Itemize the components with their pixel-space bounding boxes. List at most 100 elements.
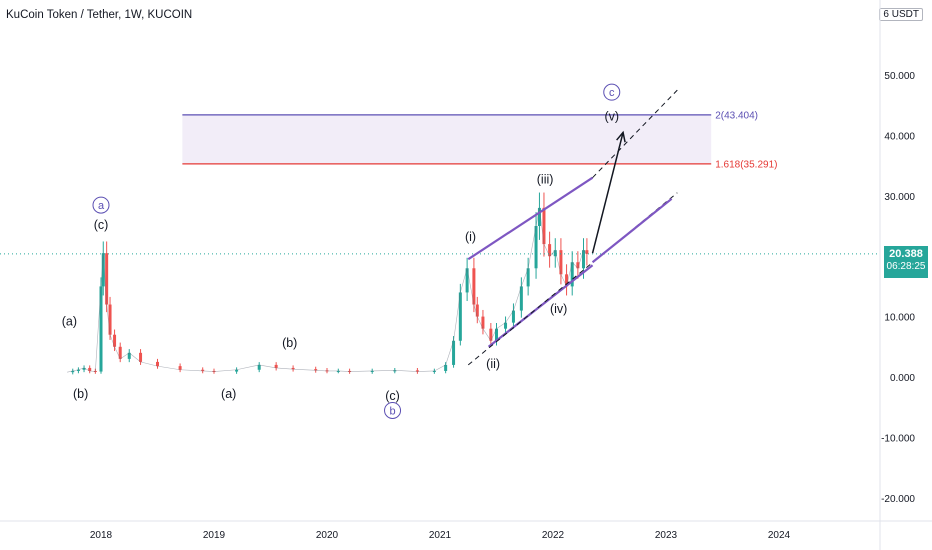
wave-label: (c) (94, 218, 109, 232)
time-tick-label: 2022 (542, 530, 565, 541)
time-axis[interactable]: 2018 2019 2020 2021 2022 2023 2024 (90, 530, 791, 541)
time-tick-label: 2020 (316, 530, 339, 541)
wave-label: (c) (385, 389, 400, 403)
candle-body (201, 369, 205, 371)
candle-body (548, 244, 552, 257)
candle-body (101, 253, 105, 287)
candle-body (291, 367, 295, 370)
unit-label: USDT (891, 9, 919, 20)
candle-body (489, 328, 493, 341)
wave-label: (b) (73, 387, 88, 401)
channel-lower-continuation (591, 197, 673, 264)
candle-body (475, 304, 479, 317)
candle-body (526, 268, 530, 287)
candle-body (71, 370, 75, 373)
drawings-layer (467, 89, 678, 366)
candle-body (118, 346, 122, 359)
price-axis[interactable]: 50.00040.00030.00020.00010.0000.000-10.0… (881, 71, 915, 505)
current-price-value: 20.388 (889, 248, 923, 260)
wave-label: (a) (62, 315, 77, 329)
price-tick-label: -20.000 (881, 494, 915, 505)
price-tick-label: 10.000 (884, 313, 915, 324)
candle-body (274, 364, 278, 368)
wave-labels-layer: (a) (b) (c) a (a) (b) (c) b (i) (ii) (iii) (iv) (v) c (62, 83, 621, 419)
wave-label-circle (603, 83, 621, 101)
wave-label: (i) (465, 230, 476, 244)
wave-label: (ii) (486, 357, 500, 371)
candle-body (235, 369, 239, 372)
wave-label: a (98, 200, 105, 212)
price-tick-label: 50.000 (884, 71, 915, 82)
time-tick-label: 2024 (768, 530, 791, 541)
fib-zone-layer (182, 114, 712, 164)
candle-body (585, 250, 589, 254)
candle-body (336, 370, 340, 372)
candle-body (458, 292, 462, 341)
time-tick-label: 2023 (655, 530, 678, 541)
wave-label: (a) (221, 387, 236, 401)
channel-lower-line (487, 264, 594, 348)
candle-body (105, 253, 109, 305)
bar-countdown: 06:28:25 (886, 261, 926, 272)
candle-body (465, 268, 469, 293)
candle-body (534, 226, 538, 269)
wave-label: (iv) (550, 302, 567, 316)
close-line (67, 207, 588, 373)
candle-body (76, 369, 80, 371)
candle-body (537, 207, 541, 226)
wave-label-circle (92, 196, 110, 214)
candle-body (511, 310, 515, 323)
fib-target-zone (182, 114, 712, 164)
candle-body (113, 334, 117, 347)
time-tick-label: 2018 (90, 530, 113, 541)
wave-label: (v) (604, 109, 619, 123)
current-price-badge: 20.388 06:28:25 (884, 246, 928, 278)
candle-body (570, 262, 574, 287)
candle-body (452, 340, 456, 365)
channel-upper-line (467, 176, 594, 261)
candle-body (99, 286, 103, 372)
wave-label: (iii) (537, 173, 554, 187)
candle-body (370, 370, 374, 372)
candle-body (178, 366, 182, 370)
candle-body (88, 367, 92, 371)
candle-body (472, 268, 476, 305)
price-tick-label: -10.000 (881, 433, 915, 444)
unit-prefix: 6 (883, 9, 889, 20)
time-tick-label: 2019 (203, 530, 226, 541)
candle-body (314, 369, 318, 371)
candle-body (257, 364, 261, 370)
candle-body (582, 250, 586, 269)
candle-body (519, 286, 523, 311)
time-tick-label: 2021 (429, 530, 452, 541)
price-series-layer (67, 192, 589, 375)
candle-body (415, 370, 419, 372)
candle-body (127, 352, 131, 359)
candle-body (444, 364, 448, 371)
candle-body (542, 207, 546, 245)
candle-body (559, 250, 563, 275)
channel-upper-extension (592, 89, 678, 179)
wave-label: (b) (282, 336, 297, 350)
candle-body (139, 352, 143, 362)
fib-level-label: 2(43.404) (715, 110, 758, 121)
wave-label: c (609, 87, 615, 99)
candle-body (156, 361, 159, 367)
candle-body (576, 262, 580, 269)
chart-title: KuCoin Token / Tether, 1W, KUCOIN (6, 9, 193, 21)
fib-level-label: 1.618(35.291) (715, 159, 777, 170)
candle-body (108, 304, 112, 335)
candle-body (495, 328, 498, 341)
candle-body (82, 367, 86, 370)
wave-label: b (389, 405, 395, 417)
candle-body (481, 316, 485, 329)
price-tick-label: 40.000 (884, 131, 915, 142)
candle-body (393, 370, 397, 372)
candle-body (432, 370, 436, 372)
candle-body (565, 274, 569, 287)
candle-body (553, 250, 557, 257)
price-tick-label: 30.000 (884, 192, 915, 203)
projection-arrow-line (591, 132, 624, 254)
price-tick-label: 0.000 (890, 373, 915, 384)
